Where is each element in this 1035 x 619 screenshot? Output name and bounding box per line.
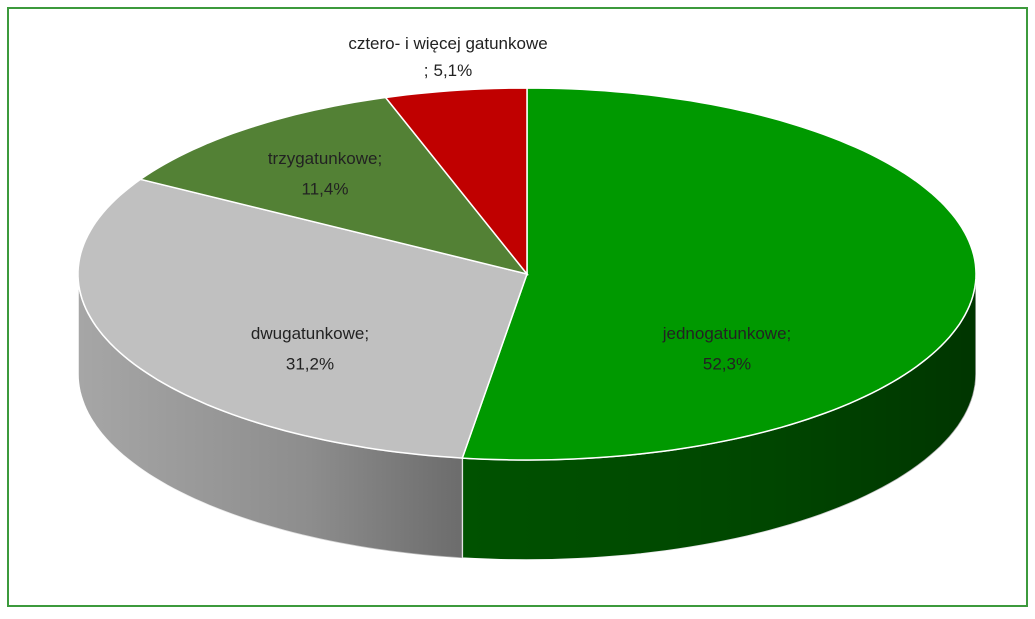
label-separator: ;	[787, 324, 792, 343]
label-separator: ;	[424, 61, 429, 80]
data-label-name: cztero- i więcej gatunkowe	[348, 34, 547, 53]
category-name: trzygatunkowe	[268, 149, 378, 168]
slice-side-shade	[462, 274, 976, 560]
data-label-value: 11,4%	[302, 179, 349, 198]
slice	[138, 96, 529, 276]
data-label-name: dwugatunkowe;	[251, 324, 369, 343]
slice	[77, 178, 528, 459]
category-name: cztero- i więcej gatunkowe	[348, 34, 547, 53]
data-label-value: 31,2%	[286, 354, 334, 373]
value-label: 5,1%	[433, 61, 472, 80]
data-label-name: jednogatunkowe;	[662, 324, 792, 343]
slice	[461, 87, 977, 461]
labels: jednogatunkowe; 52,3% dwugatunkowe; 31,2% tr…	[251, 34, 791, 373]
tops	[77, 87, 977, 461]
data-label-value: ; 5,1%	[424, 61, 472, 80]
data-label-name: trzygatunkowe;	[268, 149, 382, 168]
category-name: dwugatunkowe	[251, 324, 364, 343]
slice-side-shade	[78, 274, 463, 559]
data-label-value: 52,3%	[703, 354, 751, 373]
label-separator: ;	[364, 324, 369, 343]
label-separator: ;	[377, 149, 382, 168]
slice	[384, 87, 528, 277]
category-name: jednogatunkowe	[662, 324, 787, 343]
